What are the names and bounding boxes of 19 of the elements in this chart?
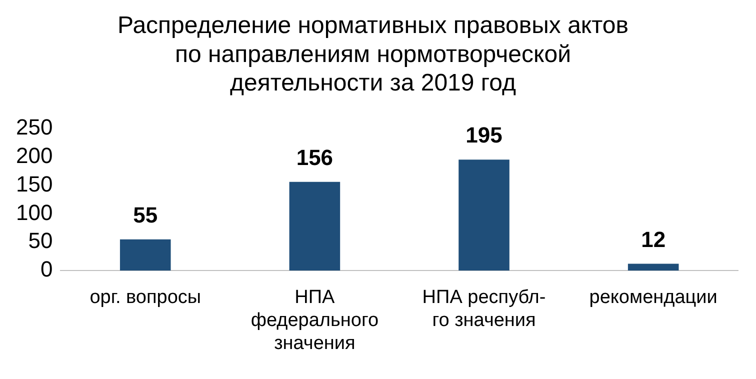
data-label: 55: [133, 202, 158, 228]
x-tick-label: орг. вопросы: [90, 287, 202, 308]
x-tick-label: НПА федерального значения: [250, 287, 379, 354]
y-tick-label: 200: [16, 142, 53, 168]
y-tick-label: 50: [28, 228, 53, 254]
y-tick-label: 150: [16, 171, 53, 196]
data-label: 156: [296, 144, 334, 170]
chart-title: Распределение нормативных правовых актов по направлениям нормотворческой деятельности за 2019 год: [117, 12, 629, 97]
x-tick-label: НПА республ- го значения: [422, 287, 546, 332]
data-label: 195: [466, 122, 502, 148]
y-tick-label: 0: [40, 256, 53, 282]
bar: [120, 239, 171, 271]
y-tick-label: 100: [16, 200, 53, 225]
bar: [628, 264, 679, 271]
y-tick-label: 250: [16, 114, 53, 140]
bar: [458, 160, 510, 271]
data-label: 12: [641, 226, 666, 252]
bar: [289, 182, 340, 271]
x-tick-label: рекомендации: [589, 287, 718, 308]
